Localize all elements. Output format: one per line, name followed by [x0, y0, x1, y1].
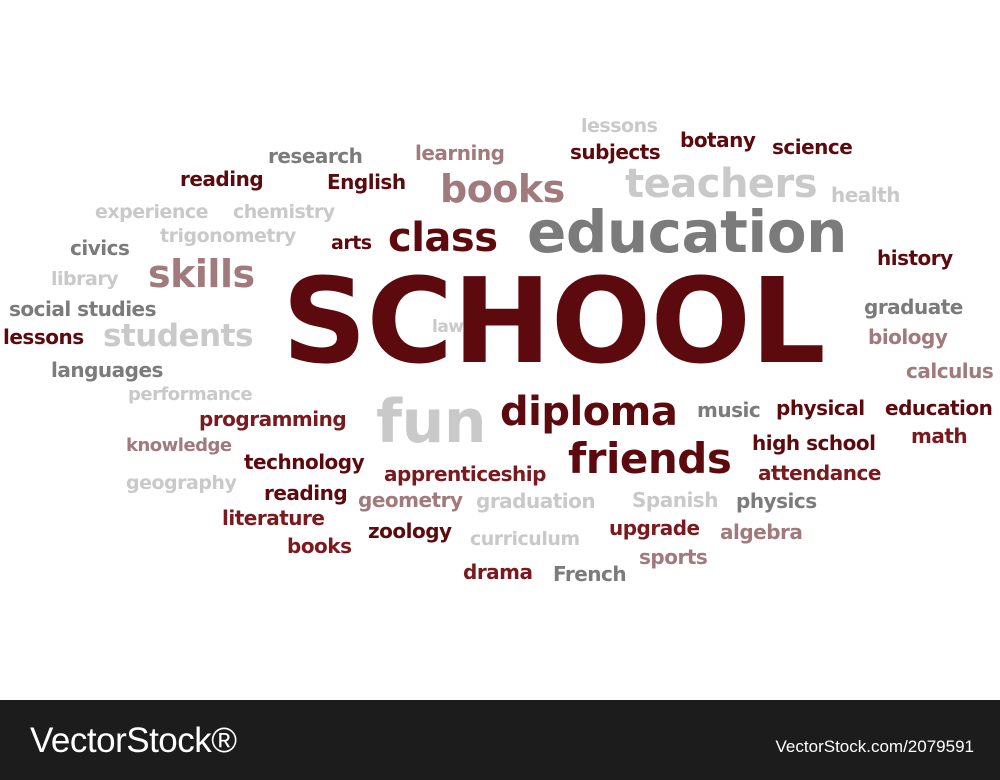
cloud-word-technology: technology — [244, 450, 365, 474]
cloud-word-literature: literature — [222, 506, 325, 530]
cloud-word-skills: skills — [148, 252, 255, 296]
cloud-word-diploma: diploma — [500, 389, 678, 435]
cloud-word-reading: reading — [264, 481, 348, 505]
cloud-word-attendance: attendance — [758, 461, 881, 485]
cloud-word-spanish: Spanish — [632, 488, 718, 512]
cloud-word-social-studies: social studies — [9, 297, 157, 321]
cloud-word-english: English — [327, 170, 406, 194]
cloud-word-curriculum: curriculum — [470, 528, 580, 550]
cloud-word-teachers: teachers — [625, 161, 818, 207]
cloud-word-lessons: lessons — [3, 325, 84, 349]
cloud-word-education: education — [885, 396, 993, 420]
cloud-word-library: library — [51, 268, 119, 290]
cloud-word-friends: friends — [568, 434, 732, 483]
cloud-word-apprenticeship: apprenticeship — [384, 462, 546, 486]
cloud-word-drama: drama — [463, 560, 533, 584]
cloud-word-languages: languages — [51, 358, 163, 382]
cloud-word-education: education — [527, 198, 847, 266]
cloud-word-health: health — [831, 183, 900, 207]
cloud-word-school: SCHOOL — [282, 252, 826, 390]
cloud-word-physics: physics — [736, 489, 817, 513]
cloud-word-reading: reading — [180, 167, 264, 191]
cloud-word-learning: learning — [415, 141, 505, 165]
cloud-word-students: students — [103, 318, 253, 354]
cloud-word-class: class — [388, 215, 498, 261]
cloud-word-botany: botany — [680, 128, 756, 152]
cloud-word-arts: arts — [331, 232, 372, 254]
cloud-word-subjects: subjects — [570, 140, 661, 164]
cloud-word-knowledge: knowledge — [126, 435, 232, 456]
cloud-word-calculus: calculus — [906, 359, 994, 383]
cloud-word-graduation: graduation — [476, 489, 596, 513]
cloud-word-geometry: geometry — [358, 488, 463, 512]
image-id-text: VectorStock.com/2079591 — [775, 737, 974, 756]
cloud-word-trigonometry: trigonometry — [160, 225, 296, 247]
cloud-word-biology: biology — [868, 325, 948, 349]
cloud-word-civics: civics — [70, 236, 130, 260]
cloud-word-chemistry: chemistry — [233, 201, 335, 223]
word-cloud: SCHOOL education teachers books class skills f… — [3, 115, 994, 586]
cloud-word-music: music — [697, 398, 761, 422]
cloud-word-research: research — [268, 144, 363, 168]
cloud-word-science: science — [772, 135, 853, 159]
cloud-word-performance: performance — [128, 384, 253, 405]
cloud-word-books: books — [440, 167, 565, 211]
cloud-word-upgrade: upgrade — [609, 516, 700, 540]
cloud-word-high-school: high school — [752, 431, 876, 455]
cloud-word-lessons: lessons — [581, 115, 658, 137]
cloud-word-law: law — [432, 317, 464, 337]
cloud-word-geography: geography — [126, 472, 237, 494]
cloud-word-french: French — [553, 562, 627, 586]
cloud-word-zoology: zoology — [368, 519, 452, 543]
watermark-bar: VectorStock® VectorStock.com/2079591 — [0, 700, 1000, 780]
cloud-word-books: books — [287, 534, 352, 558]
cloud-word-math: math — [911, 424, 968, 448]
brand-logo-text: VectorStock® — [30, 721, 237, 760]
cloud-word-sports: sports — [639, 545, 708, 569]
cloud-word-fun: fun — [376, 387, 487, 457]
cloud-word-experience: experience — [95, 201, 209, 223]
cloud-word-history: history — [877, 246, 953, 270]
cloud-word-programming: programming — [199, 407, 347, 431]
cloud-word-algebra: algebra — [720, 520, 803, 544]
cloud-word-physical: physical — [776, 396, 865, 420]
cloud-word-graduate: graduate — [864, 295, 963, 319]
